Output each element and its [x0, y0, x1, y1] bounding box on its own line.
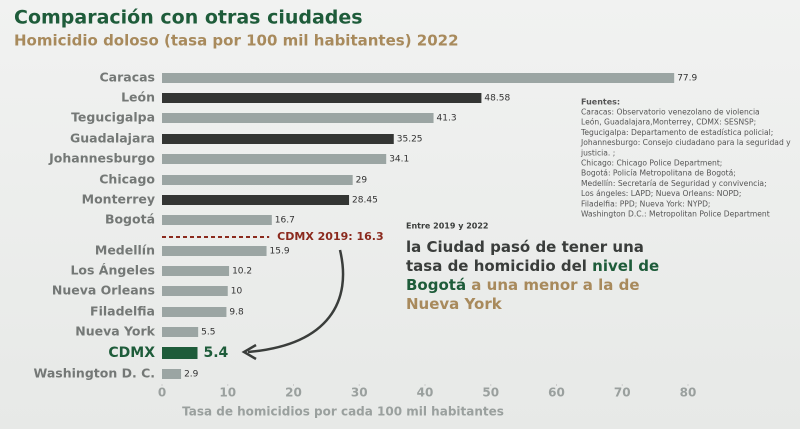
bar: [162, 327, 199, 337]
bar: [162, 286, 228, 296]
bar: [162, 195, 350, 205]
annotation-line: Bogotá a una menor a la de: [406, 276, 640, 294]
category-label: Guadalajara: [70, 131, 155, 146]
x-tick-label: 80: [680, 386, 697, 400]
x-axis-title: Tasa de homicidios por cada 100 mil habi…: [182, 405, 504, 419]
source-line: León, Guadalajara,Monterrey, CDMX: SESNS…: [581, 118, 756, 127]
value-label: 29: [356, 176, 368, 186]
source-line: Medellín: Secretaría de Seguridad y conv…: [581, 179, 767, 188]
category-label: Monterrey: [82, 192, 155, 207]
x-tick-label: 60: [548, 386, 565, 400]
sources-title: Fuentes:: [581, 98, 620, 107]
category-label: Filadelfia: [90, 304, 155, 319]
x-tick-label: 0: [158, 386, 166, 400]
annotation-line: Nueva York: [406, 295, 503, 313]
chart-subtitle: Homicidio doloso (tasa por 100 mil habit…: [14, 32, 459, 50]
category-label: León: [121, 90, 155, 105]
category-label: Washington D. C.: [34, 366, 155, 381]
source-line: Washington D.C.: Metropolitan Police Dep…: [581, 210, 770, 219]
category-label: CDMX: [108, 345, 155, 361]
bar: [162, 134, 394, 144]
source-line: Caracas: Observatorio venezolano de viol…: [581, 108, 760, 117]
value-label: 10: [231, 287, 243, 297]
bar: [162, 154, 387, 164]
x-tick-label: 40: [417, 386, 434, 400]
bar: [162, 215, 272, 225]
category-label: Chicago: [99, 172, 155, 187]
value-label: 10.2: [232, 267, 252, 277]
value-label: 15.9: [270, 247, 290, 257]
category-label: Nueva Orleans: [52, 283, 155, 298]
bar: [162, 246, 267, 256]
bar: [162, 175, 353, 185]
value-label: 77.9: [677, 74, 697, 84]
bar: [162, 266, 230, 276]
arrow: [247, 249, 345, 354]
reference-label: CDMX 2019: 16.3: [277, 230, 383, 243]
value-label: 16.7: [275, 216, 295, 226]
annotation-segment: a una menor a la de: [466, 276, 639, 294]
annotation-segment: tasa de homicidio del: [406, 257, 592, 275]
source-line: Los ángeles: LAPD; Nueva Orleans: NOPD;: [581, 189, 741, 198]
source-line: Filadelfia: PPD; Nueva York: NYPD;: [581, 199, 710, 208]
source-line: justicia. ;: [580, 148, 615, 157]
category-label: Bogotá: [105, 212, 155, 227]
bar: [162, 73, 675, 83]
annotation-segment: nivel de: [592, 257, 659, 275]
value-label: 5.5: [201, 328, 215, 338]
chart-title: Comparación con otras ciudades: [14, 7, 363, 29]
source-line: Tegucigalpa: Departamento de estadística…: [580, 128, 773, 137]
annotation-intro: Entre 2019 y 2022: [406, 222, 488, 231]
arrow-head: [241, 343, 257, 361]
x-tick-label: 70: [614, 386, 631, 400]
bar: [162, 347, 198, 359]
category-label: Nueva York: [75, 324, 155, 339]
category-label: Los Ángeles: [70, 263, 155, 278]
source-line: Chicago: Chicago Police Department;: [581, 159, 722, 168]
source-line: Bogotá: Policía Metropolitana de Bogotá;: [581, 169, 736, 178]
value-label: 34.1: [389, 155, 409, 165]
bar: [162, 307, 227, 317]
source-line: Johannesburgo: Consejo ciudadano para la…: [580, 138, 791, 147]
category-label: Caracas: [100, 70, 156, 85]
annotation-line: tasa de homicidio del nivel de: [406, 257, 659, 275]
annotation-segment: Bogotá: [406, 276, 466, 294]
value-label: 9.8: [229, 308, 244, 318]
category-label: Johannesburgo: [48, 151, 155, 166]
value-label: 2.9: [184, 370, 199, 380]
category-label: Medellín: [95, 243, 155, 258]
bar: [162, 93, 482, 103]
x-tick-label: 10: [219, 386, 236, 400]
value-label: 28.45: [352, 196, 378, 206]
value-label: 48.58: [484, 94, 510, 104]
annotation-segment: Nueva York: [406, 295, 503, 313]
category-label: Tegucigalpa: [71, 110, 155, 125]
bar: [162, 369, 182, 379]
x-tick-label: 50: [482, 386, 499, 400]
bar: [162, 113, 434, 123]
x-tick-label: 20: [285, 386, 302, 400]
annotation-segment: la Ciudad pasó de tener una: [406, 238, 644, 256]
x-tick-label: 30: [351, 386, 368, 400]
value-label: 41.3: [437, 114, 457, 124]
value-label: 5.4: [204, 345, 229, 361]
value-label: 35.25: [397, 135, 423, 145]
annotation-line: la Ciudad pasó de tener una: [406, 238, 644, 256]
